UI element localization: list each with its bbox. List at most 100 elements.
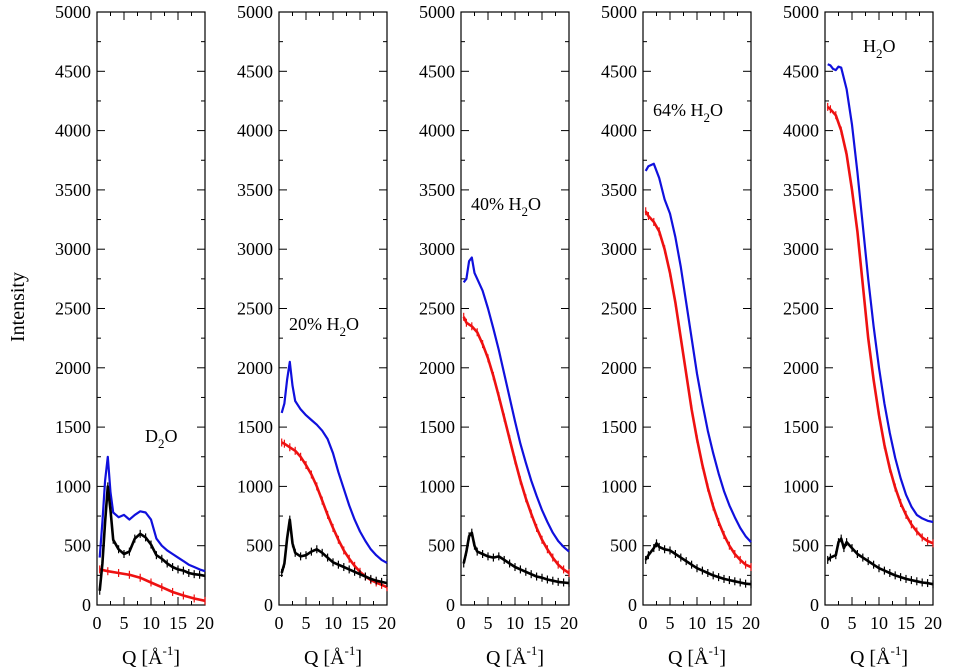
series-blue-line (827, 63, 934, 524)
x-tick-label: 20 (378, 613, 396, 633)
y-tick-label: 5000 (419, 2, 455, 22)
x-tick-label: 10 (688, 613, 706, 633)
x-axis-label: Q [Å-1] (304, 643, 362, 669)
y-tick-label: 1500 (419, 417, 455, 437)
x-tick-label: 20 (560, 613, 578, 633)
y-tick-label: 3500 (601, 180, 637, 200)
series-blue-line (280, 360, 388, 564)
y-tick-label: 2000 (419, 358, 455, 378)
series-red-line (644, 210, 752, 569)
panel-title: H2O (863, 36, 896, 61)
plot-frame (96, 11, 206, 606)
y-tick-label: 4500 (237, 61, 273, 81)
x-tick-label: 0 (639, 613, 648, 633)
x-tick-label: 0 (821, 613, 830, 633)
x-axis-label: Q [Å-1] (122, 643, 180, 669)
y-tick-label: 3000 (55, 239, 91, 259)
panel-title: D2O (145, 426, 178, 451)
y-tick-label: 2000 (601, 358, 637, 378)
y-tick-label: 3000 (601, 239, 637, 259)
y-tick-label: 4500 (55, 61, 91, 81)
y-tick-label: 3000 (783, 239, 819, 259)
x-tick-label: 20 (742, 613, 760, 633)
y-tick-label: 5000 (55, 2, 91, 22)
y-tick-label: 2500 (601, 299, 637, 319)
y-tick-label: 4000 (783, 121, 819, 141)
x-tick-label: 5 (848, 613, 857, 633)
x-tick-label: 10 (506, 613, 524, 633)
y-tick-label: 1000 (783, 476, 819, 496)
x-tick-label: 15 (533, 613, 551, 633)
x-tick-label: 0 (457, 613, 466, 633)
y-tick-label: 4000 (55, 121, 91, 141)
y-tick-label: 500 (610, 536, 637, 556)
x-tick-label: 20 (924, 613, 942, 633)
y-tick-label: 4000 (601, 121, 637, 141)
panel-title: 40% H2O (471, 194, 541, 219)
y-tick-label: 5000 (237, 2, 273, 22)
x-axis-label: Q [Å-1] (850, 643, 908, 669)
x-tick-label: 0 (93, 613, 102, 633)
x-tick-label: 5 (120, 613, 129, 633)
y-tick-label: 1000 (419, 476, 455, 496)
plot-frame (278, 11, 388, 606)
y-tick-label: 500 (792, 536, 819, 556)
y-tick-label: 3500 (237, 180, 273, 200)
y-tick-label: 1500 (783, 417, 819, 437)
panel-4: 0 500 1000 1500 2000 2500 3000 3500 4000 4500 5000… (601, 2, 760, 669)
panel-2: 0 500 1000 1500 2000 2500 3000 3500 4000 4500 5000… (237, 2, 396, 669)
y-tick-label: 3000 (237, 239, 273, 259)
x-axis-label: Q [Å-1] (668, 643, 726, 669)
y-tick-label: 5000 (601, 2, 637, 22)
x-tick-label: 15 (351, 613, 369, 633)
x-tick-label: 20 (196, 613, 214, 633)
panel-title: 20% H2O (289, 314, 359, 339)
y-tick-label: 4000 (419, 121, 455, 141)
x-tick-label: 5 (302, 613, 311, 633)
panel-title: 64% H2O (653, 100, 723, 125)
panel-1: 0 500 1000 1500 2000 2500 3000 3500 4000 4500 5000… (55, 2, 214, 669)
series-red-line (826, 105, 934, 545)
x-tick-label: 15 (715, 613, 733, 633)
y-tick-label: 0 (264, 595, 273, 615)
y-tick-label: 2000 (237, 358, 273, 378)
y-tick-label: 4000 (237, 121, 273, 141)
y-tick-label: 0 (810, 595, 819, 615)
y-tick-label: 1500 (55, 417, 91, 437)
y-tick-label: 3500 (783, 180, 819, 200)
x-tick-label: 10 (324, 613, 342, 633)
x-tick-label: 15 (897, 613, 915, 633)
y-tick-label: 500 (428, 536, 455, 556)
y-tick-label: 2500 (419, 299, 455, 319)
y-tick-label: 5000 (783, 2, 819, 22)
y-tick-label: 500 (64, 536, 91, 556)
plot-frame (460, 11, 570, 606)
y-tick-label: 2000 (55, 358, 91, 378)
x-tick-label: 10 (142, 613, 160, 633)
y-axis-label: Intensity (7, 272, 29, 342)
y-tick-label: 500 (246, 536, 273, 556)
series-blue-line (462, 256, 570, 553)
x-tick-label: 5 (666, 613, 675, 633)
x-tick-label: 15 (169, 613, 187, 633)
y-tick-label: 4500 (419, 61, 455, 81)
y-tick-label: 1500 (237, 417, 273, 437)
y-tick-label: 1000 (601, 476, 637, 496)
y-tick-label: 2500 (55, 299, 91, 319)
series-black-line (644, 541, 752, 586)
y-tick-label: 2000 (783, 358, 819, 378)
y-tick-label: 0 (82, 595, 91, 615)
series-red-line (281, 441, 388, 589)
y-tick-label: 2500 (237, 299, 273, 319)
y-tick-label: 3500 (419, 180, 455, 200)
x-tick-label: 5 (484, 613, 493, 633)
series-blue-line (98, 455, 206, 573)
y-tick-label: 1500 (601, 417, 637, 437)
y-tick-label: 4500 (783, 61, 819, 81)
x-tick-label: 10 (870, 613, 888, 633)
series-blue-line (644, 162, 752, 543)
y-tick-label: 2500 (783, 299, 819, 319)
panel-3: 0 500 1000 1500 2000 2500 3000 3500 4000 4500 5000… (419, 2, 578, 669)
y-tick-label: 0 (628, 595, 637, 615)
